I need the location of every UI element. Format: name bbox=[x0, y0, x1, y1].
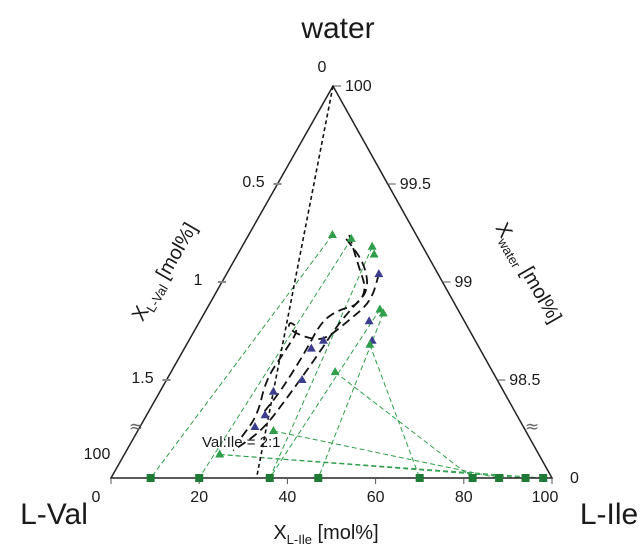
data-points bbox=[146, 229, 548, 482]
square-marker bbox=[495, 474, 504, 482]
binodal-curve bbox=[239, 273, 380, 440]
tie-line bbox=[334, 371, 473, 479]
triangle-marker bbox=[318, 335, 328, 344]
tie-line bbox=[198, 238, 352, 479]
tie-line bbox=[273, 430, 500, 479]
triangle-marker bbox=[215, 449, 225, 458]
triangle-marker bbox=[250, 422, 260, 431]
triangle-marker bbox=[306, 343, 316, 352]
binodal-curve bbox=[232, 238, 368, 452]
triangle-marker bbox=[346, 233, 356, 242]
right-axis-tick-label: 98.5 bbox=[509, 372, 540, 389]
tie-line bbox=[317, 313, 384, 479]
binodal-curves bbox=[232, 85, 380, 479]
triangle-marker bbox=[367, 241, 377, 250]
left-axis-tick-label: 1 bbox=[194, 272, 203, 289]
left-axis-tick-label: 1.5 bbox=[131, 370, 153, 387]
tie-lines bbox=[150, 234, 544, 479]
left-axis-end-label: 100 bbox=[84, 446, 111, 463]
left-axis-break-mark: ≈ bbox=[129, 417, 143, 437]
binodal-curve bbox=[260, 234, 366, 416]
bottom-axis-tick-label: 80 bbox=[455, 489, 473, 506]
tie-line bbox=[150, 234, 333, 479]
triangle-frame bbox=[109, 84, 554, 484]
bottom-axis-tick-label: 100 bbox=[532, 489, 559, 506]
vertex-label-l-val: L-Val bbox=[20, 498, 88, 531]
right-axis-tick-label: 99.5 bbox=[400, 176, 431, 193]
tie-line bbox=[219, 453, 526, 479]
triangle-marker bbox=[327, 229, 337, 238]
bottom-axis-tick-label: 0 bbox=[92, 489, 101, 506]
vertex-label-l-ile: L-Ile bbox=[580, 498, 638, 531]
square-marker bbox=[195, 474, 204, 482]
triangle-outline bbox=[109, 84, 554, 479]
left-axis-tick-label: 0 bbox=[318, 59, 327, 76]
triangle-marker bbox=[268, 425, 278, 434]
tie-line bbox=[219, 453, 544, 479]
triangle-marker bbox=[378, 308, 388, 317]
right-axis-title: Xwater [mol%] bbox=[488, 219, 566, 328]
right-axis-end-label: 0 bbox=[570, 470, 579, 487]
tie-line bbox=[269, 246, 373, 479]
square-marker bbox=[314, 474, 323, 482]
triangle-marker bbox=[268, 386, 278, 395]
square-marker bbox=[265, 474, 274, 482]
triangle-marker bbox=[369, 249, 379, 258]
bottom-axis-tick-label: 60 bbox=[367, 489, 385, 506]
left-axis-tick-label: 0.5 bbox=[242, 174, 264, 191]
square-marker bbox=[415, 474, 424, 482]
tie-line bbox=[369, 344, 421, 479]
triangle-marker bbox=[374, 269, 384, 278]
triangle-marker bbox=[260, 410, 270, 419]
square-marker bbox=[521, 474, 530, 482]
square-marker bbox=[539, 474, 548, 482]
right-axis-break-mark: ≈ bbox=[525, 417, 539, 437]
ratio-annotation: Val:Ile = 2:1 bbox=[202, 434, 281, 451]
triangle-marker bbox=[330, 367, 340, 376]
square-marker bbox=[468, 474, 477, 482]
right-axis-tick-label: 99 bbox=[455, 274, 473, 291]
bottom-axis-title: XL-Ile [mol%] bbox=[273, 522, 378, 544]
bottom-axis-tick-label: 40 bbox=[279, 489, 297, 506]
square-marker bbox=[146, 474, 155, 482]
right-axis-tick-label: 100 bbox=[345, 78, 372, 95]
tie-line bbox=[269, 309, 381, 479]
triangle-marker bbox=[365, 339, 375, 348]
ratio-line bbox=[255, 85, 334, 479]
bottom-axis-tick-label: 20 bbox=[190, 489, 208, 506]
vertex-label-water: water bbox=[300, 12, 374, 45]
triangle-marker bbox=[297, 375, 307, 383]
triangle-marker bbox=[364, 316, 374, 325]
